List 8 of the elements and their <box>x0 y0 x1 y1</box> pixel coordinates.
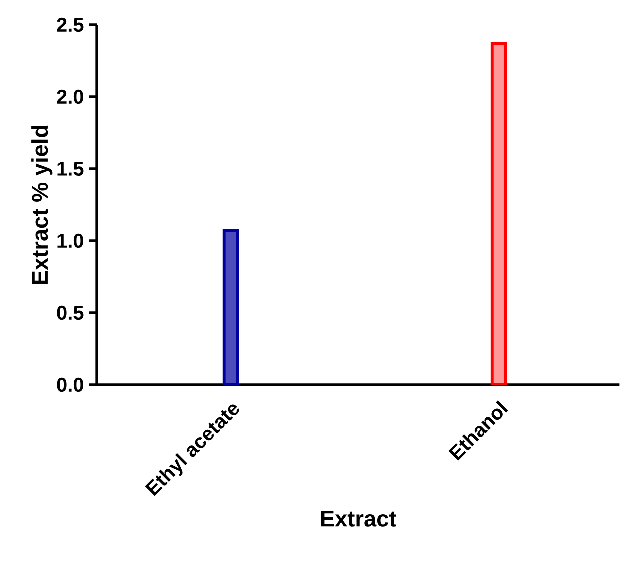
y-tick-label: 1.5 <box>58 162 84 176</box>
y-tick-label: 2.0 <box>57 90 84 104</box>
y-tick-label: 0.5 <box>57 306 84 320</box>
y-tick-label: 0.0 <box>57 378 84 392</box>
y-axis-title: Extract % yield <box>32 126 53 284</box>
y-tick-label: 1.0 <box>58 234 84 248</box>
x-axis-title: Extract <box>321 511 396 527</box>
y-tick-label: 2.5 <box>57 18 84 32</box>
